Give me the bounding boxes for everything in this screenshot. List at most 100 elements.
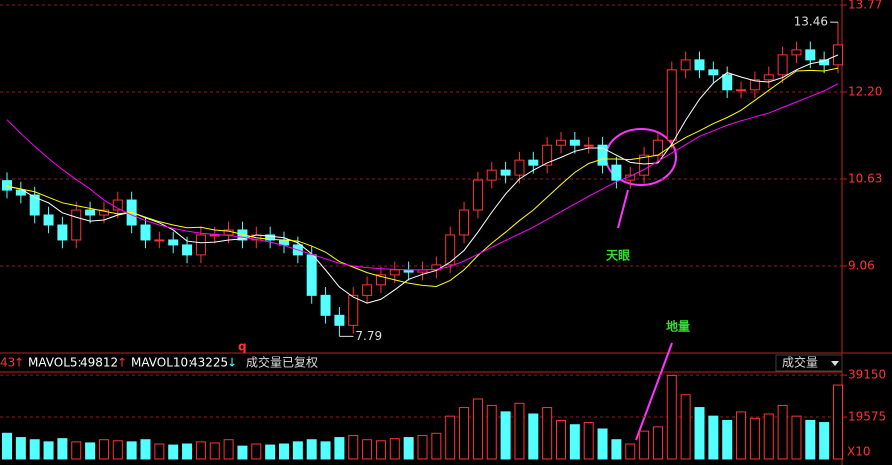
volume-bar: [389, 438, 400, 460]
candle-body: [195, 234, 206, 256]
candle-body: [486, 169, 497, 181]
marker: q: [238, 340, 247, 354]
volume-bar: [417, 434, 428, 460]
candle-body: [348, 294, 359, 326]
candle-body: [168, 239, 179, 246]
volume-bar: [320, 441, 331, 460]
volume-bar: [445, 415, 456, 460]
volume-bar: [708, 415, 719, 460]
candle-body: [389, 269, 400, 276]
candle-body: [15, 189, 26, 196]
candle-body: [569, 139, 580, 146]
volume-bar: [98, 439, 109, 460]
volume-bar: [375, 440, 386, 460]
dropdown-icon[interactable]: [831, 361, 839, 366]
volume-bar: [556, 419, 566, 460]
candle-body: [57, 224, 68, 241]
volume-bar: [154, 443, 165, 460]
candle-body: [71, 209, 82, 241]
volume-bar: [791, 415, 802, 460]
candle-body: [362, 284, 373, 296]
candle-body: [708, 69, 719, 76]
candle-body: [514, 159, 525, 176]
candle-body: [763, 74, 774, 81]
volume-bar: [279, 443, 289, 460]
candle-body: [680, 59, 691, 71]
volume-bar: [251, 443, 262, 460]
candle-body: [154, 239, 165, 242]
candle-body: [639, 154, 650, 176]
volume-bar: [597, 428, 608, 460]
candle-body: [140, 224, 151, 241]
candle-body: [472, 179, 483, 211]
selector-label[interactable]: 成交量: [782, 355, 818, 370]
candle-body: [805, 49, 816, 61]
candle-body: [459, 209, 470, 236]
volume-bar: [85, 442, 96, 460]
y-tick-label: 13.77: [848, 0, 882, 12]
legend-lead-value: 43: [0, 356, 15, 370]
volume-bar: [29, 439, 40, 460]
volume-bar: [182, 443, 193, 460]
candle-body: [791, 49, 802, 56]
volume-bar: [71, 441, 82, 460]
volume-bar: [168, 444, 179, 460]
volume-bar: [542, 407, 553, 460]
candle-body: [736, 89, 747, 92]
candle-body: [666, 69, 677, 141]
volume-bar: [140, 439, 151, 460]
volume-bar: [514, 402, 525, 460]
legend-arrow: ↑: [117, 356, 127, 370]
volume-bar: [777, 404, 788, 460]
ma-line: [6, 83, 839, 271]
candle-body: [2, 180, 12, 191]
candle-body: [209, 234, 220, 237]
y-tick-label: 19575: [848, 410, 886, 424]
volume-bar: [500, 411, 511, 460]
volume-bar: [652, 426, 663, 460]
candle-body: [597, 144, 608, 166]
candle-body: [777, 54, 788, 76]
annotation-arrow: [635, 342, 673, 441]
volume-bar: [819, 422, 830, 460]
volume-bar: [459, 407, 470, 460]
legend-value: 49812: [80, 356, 118, 370]
volume-bar: [833, 384, 843, 460]
candle-body: [85, 209, 96, 216]
volume-bar: [306, 439, 317, 460]
candle-body: [29, 194, 40, 216]
candle-body: [583, 144, 594, 147]
volume-bar: [805, 419, 816, 460]
volume-bar: [486, 404, 497, 460]
volume-bar: [292, 441, 303, 460]
candle-body: [265, 234, 276, 241]
volume-bar: [694, 407, 705, 460]
unit-label: X10: [847, 445, 871, 459]
indicator-selector[interactable]: [775, 354, 843, 372]
volume-bar: [528, 413, 539, 460]
volume-bar: [431, 432, 442, 460]
y-tick-label: 10.63: [848, 172, 882, 186]
volume-bar: [223, 439, 234, 460]
candle-body: [749, 79, 760, 91]
volume-note: 成交量已复权: [246, 355, 318, 370]
volume-bar: [209, 442, 220, 460]
candle-body: [542, 144, 553, 166]
y-tick-label: 39150: [848, 368, 886, 382]
volume-bar: [112, 440, 123, 460]
volume-bar: [472, 398, 483, 460]
volume-bar: [348, 434, 359, 460]
volume-bar: [403, 437, 414, 460]
volume-bar: [43, 441, 54, 460]
volume-bar: [2, 432, 12, 460]
ma-line: [6, 67, 839, 288]
candle-body: [112, 199, 123, 211]
volume-bar: [722, 419, 733, 460]
volume-bar: [736, 411, 747, 460]
volume-bar: [362, 439, 373, 460]
volume-bar: [569, 424, 580, 460]
volume-bar: [749, 417, 760, 460]
legend-lead-arrow: ↑: [14, 356, 24, 370]
volume-bar: [680, 394, 691, 460]
